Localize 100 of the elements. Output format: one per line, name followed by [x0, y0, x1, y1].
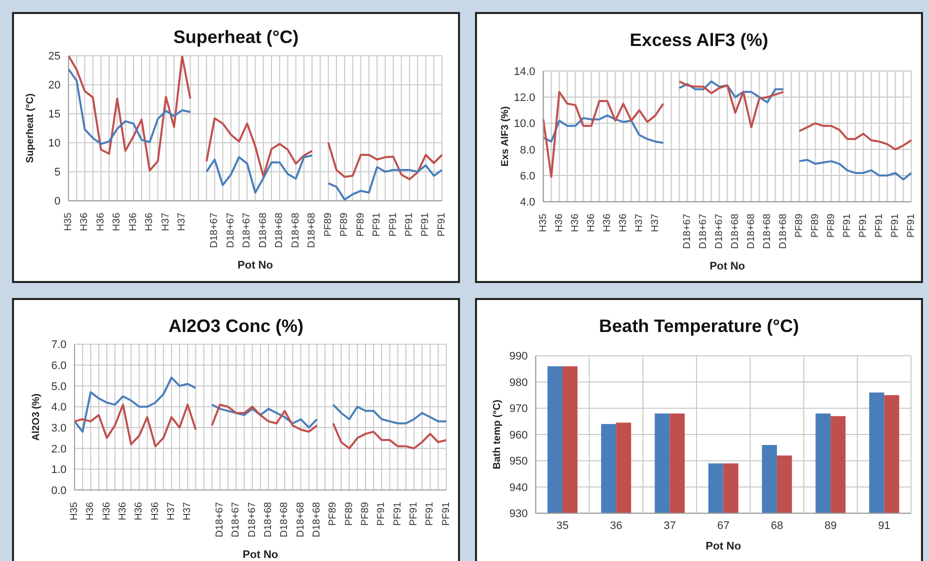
x-tick-label: H37 [182, 502, 194, 520]
y-tick-label: 940 [509, 482, 528, 494]
y-tick-label: 5.0 [51, 380, 66, 393]
x-tick-label: PF89 [344, 502, 355, 526]
y-tick-label: 990 [509, 350, 528, 363]
x-tick-label: H36 [128, 212, 139, 232]
x-tick-label: PF89 [826, 213, 837, 238]
y-axis-title: Superheat (°C) [25, 93, 36, 163]
x-tick-label: H36 [144, 212, 156, 232]
y-axis-title: Exs AlF3 (%) [500, 106, 511, 166]
x-tick-label: 67 [717, 520, 730, 532]
y-tick-label: 5 [54, 166, 60, 179]
x-tick-label: 36 [610, 520, 622, 532]
x-tick-label: H35 [69, 502, 80, 520]
x-axis-title: Pot No [706, 540, 742, 552]
x-tick-label: PF89 [360, 502, 371, 526]
x-tick-label: H37 [176, 212, 188, 232]
y-tick-label: 6.0 [51, 360, 66, 372]
x-tick-label: PF91 [424, 502, 436, 526]
chart-title: Beath Temperature (°C) [598, 315, 800, 337]
y-axis-title: Al2O3 (%) [31, 394, 42, 441]
x-tick-label: D18+67 [214, 502, 226, 538]
x-tick-label: D18+67 [682, 213, 693, 250]
y-tick-label: 0.0 [51, 484, 66, 497]
x-axis-title: Pot No [242, 549, 278, 561]
x-tick-label: H35 [63, 212, 74, 232]
x-tick-label: D18+67 [714, 213, 725, 250]
x-tick-label: D18+67 [246, 502, 258, 538]
x-axis-title: Pot No [710, 260, 746, 273]
x-tick-label: PF91 [440, 502, 452, 526]
x-tick-label: D18+68 [306, 212, 318, 248]
x-tick-label: PF89 [794, 213, 805, 238]
x-tick-label: D18+68 [279, 502, 290, 538]
x-tick-label: D18+68 [274, 212, 286, 248]
x-tick-label: PF91 [388, 212, 399, 237]
x-tick-label: H36 [85, 502, 96, 520]
x-tick-label: H35 [538, 213, 549, 232]
x-tick-label: D18+67 [698, 213, 709, 250]
x-tick-label: H36 [134, 502, 145, 520]
chart-title: Al2O3 Conc (%) [167, 315, 305, 337]
x-tick-label: H36 [570, 213, 581, 232]
y-tick-label: 8.0 [520, 144, 536, 156]
x-tick-label: PF89 [322, 212, 334, 237]
y-tick-label: 15 [48, 108, 60, 121]
x-tick-label: 68 [770, 520, 784, 532]
chart-title: Superheat (°C) [172, 26, 300, 48]
x-tick-label: H37 [650, 213, 661, 232]
x-tick-label: PF89 [355, 212, 366, 237]
x-tick-label: PF91 [890, 213, 901, 238]
y-tick-label: 980 [509, 376, 528, 389]
chart-title: Excess AlF3 (%) [628, 29, 770, 51]
x-tick-label: PF91 [842, 213, 853, 238]
x-tick-label: D18+68 [762, 213, 773, 250]
x-tick-label: D18+67 [209, 212, 220, 248]
x-tick-label: PF91 [392, 502, 404, 526]
y-tick-label: 6.0 [520, 170, 536, 182]
y-tick-label: 7.0 [51, 339, 66, 352]
x-tick-label: H37 [166, 502, 177, 520]
x-tick-label: D18+67 [230, 502, 242, 538]
y-tick-label: 950 [509, 456, 528, 468]
x-tick-label: D18+68 [311, 502, 322, 538]
y-tick-label: 960 [509, 429, 528, 442]
x-tick-label: H36 [95, 212, 106, 232]
y-tick-label: 930 [509, 508, 528, 520]
y-tick-label: 10.0 [514, 118, 536, 130]
y-tick-label: 25 [48, 50, 60, 63]
y-tick-label: 1.0 [51, 464, 66, 476]
x-tick-label: H37 [634, 213, 645, 232]
x-tick-label: PF89 [810, 213, 821, 238]
x-tick-label: PF91 [404, 212, 416, 237]
y-tick-label: 20 [48, 80, 60, 92]
x-tick-label: D18+68 [746, 213, 757, 250]
x-tick-label: PF91 [376, 502, 388, 526]
x-tick-label: 91 [878, 520, 890, 532]
x-tick-label: PF91 [372, 212, 383, 237]
x-tick-label: H36 [79, 212, 90, 232]
x-tick-label: H36 [101, 502, 112, 520]
x-tick-label: D18+68 [778, 213, 789, 250]
x-tick-label: D18+67 [225, 212, 236, 248]
x-tick-label: D18+68 [295, 502, 306, 538]
y-tick-label: 970 [509, 403, 528, 416]
x-tick-label: 35 [556, 520, 569, 532]
y-tick-label: 14.0 [514, 66, 536, 78]
x-tick-label: PF91 [906, 213, 917, 238]
x-tick-label: H36 [618, 213, 629, 232]
x-tick-label: H36 [117, 502, 128, 520]
x-axis-title: Pot No [238, 260, 274, 272]
x-tick-label: H36 [602, 213, 613, 232]
x-tick-label: H36 [586, 213, 597, 232]
x-tick-label: D18+68 [258, 212, 269, 248]
x-tick-label: PF91 [436, 212, 448, 237]
x-tick-label: D18+68 [730, 213, 741, 250]
x-tick-label: H36 [112, 212, 123, 232]
x-tick-label: D18+68 [290, 212, 302, 248]
x-tick-label: 89 [824, 520, 837, 532]
y-tick-label: 3.0 [51, 422, 66, 434]
x-tick-label: H36 [554, 213, 565, 232]
y-tick-label: 4.0 [51, 402, 66, 414]
x-tick-label: 37 [664, 520, 676, 532]
x-tick-label: H36 [150, 502, 161, 520]
